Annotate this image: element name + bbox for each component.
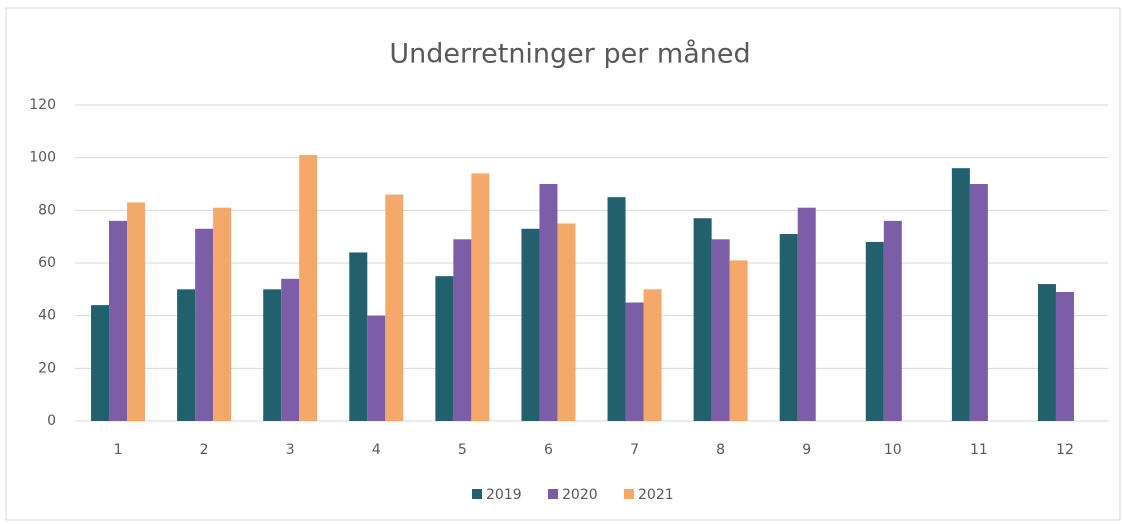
x-tick-label: 6 — [544, 442, 553, 458]
bar — [969, 184, 988, 421]
bar — [521, 228, 540, 421]
bar — [299, 155, 318, 422]
x-tick-label: 4 — [372, 442, 381, 458]
bar — [711, 239, 730, 421]
x-tick-label: 7 — [630, 442, 639, 458]
y-tick-label: 0 — [47, 413, 56, 429]
bar — [435, 276, 454, 421]
bar — [177, 289, 196, 421]
chart-title: Underretninger per måned — [389, 39, 750, 70]
legend-swatch — [472, 489, 482, 499]
bar — [643, 289, 662, 421]
bar — [263, 289, 282, 421]
bar — [779, 234, 798, 421]
bar — [91, 305, 110, 421]
x-tick-label: 9 — [802, 442, 811, 458]
legend-label: 2019 — [486, 487, 522, 503]
y-tick-label: 100 — [29, 150, 56, 166]
x-tick-label: 2 — [200, 442, 209, 458]
legend-label: 2021 — [638, 487, 674, 503]
bar — [127, 202, 146, 421]
legend-swatch — [548, 489, 558, 499]
bar — [109, 220, 128, 421]
legend-swatch — [624, 489, 634, 499]
x-tick-label: 3 — [286, 442, 295, 458]
bar — [693, 218, 712, 421]
x-tick-label: 11 — [970, 442, 988, 458]
x-tick-label: 8 — [716, 442, 725, 458]
bar — [951, 168, 970, 421]
bar — [213, 207, 232, 421]
y-tick-label: 80 — [38, 202, 56, 218]
bar — [557, 223, 576, 421]
bar — [453, 239, 472, 421]
bar — [195, 228, 214, 421]
x-tick-label: 12 — [1056, 442, 1074, 458]
bar — [539, 184, 558, 421]
bar — [883, 220, 902, 421]
bar — [367, 315, 386, 421]
y-tick-label: 120 — [29, 97, 56, 113]
bar — [471, 173, 490, 421]
x-tick-label: 10 — [884, 442, 902, 458]
bar — [865, 241, 884, 421]
bar — [625, 302, 644, 421]
bar — [729, 260, 748, 421]
x-tick-label: 5 — [458, 442, 467, 458]
bar — [797, 207, 816, 421]
y-tick-label: 60 — [38, 255, 56, 271]
bar — [1037, 284, 1056, 421]
y-tick-label: 40 — [38, 308, 56, 324]
bar — [385, 194, 404, 421]
bar — [281, 278, 300, 421]
bar — [349, 252, 368, 421]
y-tick-label: 20 — [38, 360, 56, 376]
legend-label: 2020 — [562, 487, 598, 503]
bar — [1055, 291, 1074, 421]
bar — [607, 197, 626, 421]
x-tick-label: 1 — [114, 442, 123, 458]
